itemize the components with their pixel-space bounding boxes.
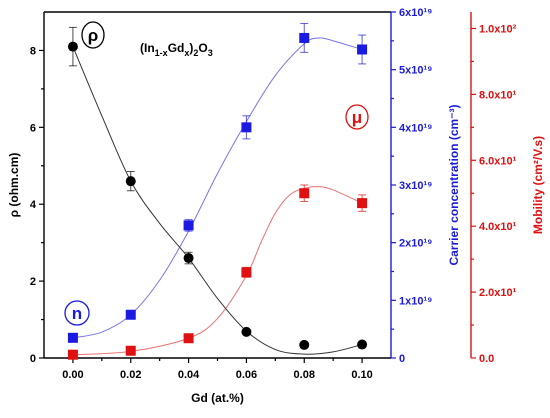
right2-tick-label: 2.0x10¹ [479, 287, 517, 299]
point-1 [183, 220, 194, 231]
point-2 [67, 349, 78, 360]
title-part: x [184, 48, 189, 58]
title-part: ) [189, 41, 193, 55]
mu-label: μ [352, 108, 362, 127]
x-tick-label: 0.08 [294, 369, 315, 381]
x-axis-title: Gd (at.%) [191, 391, 244, 405]
right1-tick-label: 6x10¹⁹ [399, 7, 432, 19]
title-part: 2 [193, 48, 198, 58]
right1-axis-title: Carrier concentration (cm⁻³) [447, 104, 461, 265]
point-1 [125, 309, 136, 320]
right2-tick-label: 4.0x10¹ [479, 221, 517, 233]
n-label: n [72, 304, 82, 323]
title-part: 3 [208, 48, 213, 58]
point-0 [67, 41, 78, 52]
right1-tick-label: 3x10¹⁹ [399, 180, 432, 192]
point-0 [357, 339, 368, 350]
point-1 [299, 32, 310, 43]
left-tick-label: 4 [30, 199, 37, 211]
title-part: 1-x [155, 48, 168, 58]
point-1 [241, 122, 252, 133]
point-2 [299, 188, 310, 199]
x-tick-label: 0.04 [178, 369, 200, 381]
right1-tick-label: 0 [399, 353, 405, 365]
x-tick-label: 0.02 [120, 369, 141, 381]
point-1 [67, 332, 78, 343]
point-0 [183, 253, 194, 264]
left-tick-label: 8 [30, 45, 36, 57]
right1-tick-label: 1x10¹⁹ [399, 295, 432, 307]
title-part: (In [140, 41, 155, 55]
point-2 [241, 267, 252, 278]
fit-curve-2 [72, 186, 363, 356]
point-2 [183, 333, 194, 344]
point-2 [357, 198, 368, 209]
left-tick-label: 6 [30, 122, 36, 134]
chart-title: (In1-xGdx)2O3 [140, 41, 213, 58]
rho-badge [81, 21, 105, 49]
fit-curve-0 [72, 46, 363, 355]
rho-label: ρ [88, 26, 99, 45]
left-tick-label: 2 [30, 276, 36, 288]
x-tick-label: 0.00 [62, 369, 83, 381]
right2-tick-label: 8.0x10¹ [479, 89, 517, 101]
x-tick-label: 0.10 [351, 369, 372, 381]
point-2 [125, 345, 136, 356]
left-axis-title: ρ (ohm.cm) [7, 153, 21, 218]
point-0 [241, 326, 252, 337]
right1-tick-label: 4x10¹⁹ [399, 122, 432, 134]
title-part: Gd [168, 41, 185, 55]
point-1 [357, 44, 368, 55]
point-0 [299, 339, 310, 350]
left-tick-label: 0 [30, 353, 36, 365]
right1-tick-label: 2x10¹⁹ [399, 238, 432, 250]
n-badge [64, 300, 90, 326]
right2-tick-label: 6.0x10¹ [479, 155, 517, 167]
right2-axis-title: Mobility (cm²/V.s) [531, 136, 545, 234]
right2-tick-label: 1.0x10² [479, 23, 517, 35]
title-part: O [198, 41, 207, 55]
fit-curve-1 [72, 37, 363, 339]
point-0 [125, 176, 136, 187]
mu-badge [345, 104, 369, 130]
right2-tick-label: 0.0 [479, 353, 494, 365]
x-tick-label: 0.06 [236, 369, 257, 381]
right1-tick-label: 5x10¹⁹ [399, 65, 432, 77]
